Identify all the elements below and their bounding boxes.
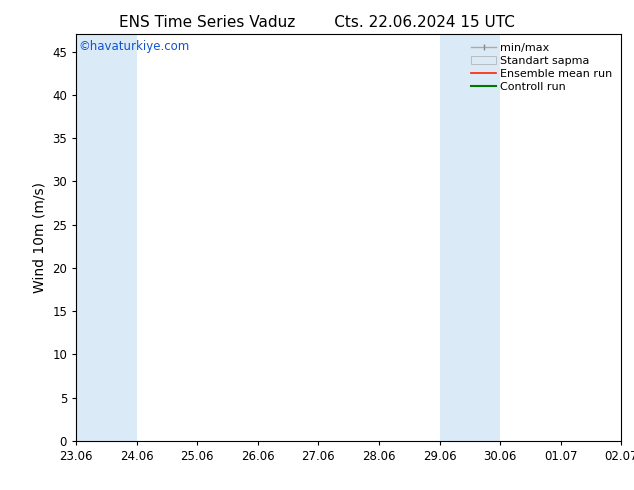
Text: ENS Time Series Vaduz        Cts. 22.06.2024 15 UTC: ENS Time Series Vaduz Cts. 22.06.2024 15… (119, 15, 515, 30)
Text: ©havaturkiye.com: ©havaturkiye.com (79, 40, 190, 53)
Bar (76, 34, 137, 441)
Legend: min/max, Standart sapma, Ensemble mean run, Controll run: min/max, Standart sapma, Ensemble mean r… (468, 40, 616, 95)
Bar (621, 34, 634, 441)
Bar (439, 34, 500, 441)
Y-axis label: Wind 10m (m/s): Wind 10m (m/s) (32, 182, 47, 293)
